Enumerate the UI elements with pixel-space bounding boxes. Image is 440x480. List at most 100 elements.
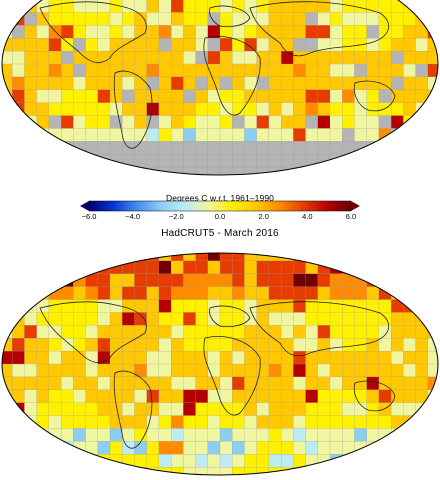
grid-cell [122, 350, 135, 365]
grid-cell [403, 441, 416, 455]
grid-cell [134, 338, 147, 352]
grid-cell [293, 128, 306, 142]
grid-cell [342, 415, 355, 429]
grid-cell [305, 273, 319, 287]
grid-cell [183, 50, 196, 65]
grid-cell [293, 363, 306, 378]
grid-cell [342, 363, 355, 378]
grid-cell [219, 286, 233, 300]
grid-cell [366, 89, 380, 103]
grid-cell [403, 376, 416, 391]
grid-cell [134, 376, 147, 391]
grid-cell [244, 286, 257, 300]
grid-cell [48, 253, 62, 262]
grid-cell [305, 25, 319, 39]
grid-cell [36, 454, 50, 468]
grid-cell [280, 325, 294, 339]
grid-cell [329, 402, 343, 416]
grid-cell [109, 466, 123, 475]
grid-cell [232, 50, 245, 65]
grid-cell [109, 38, 123, 52]
grid-cell [415, 102, 429, 116]
grid-cell [268, 376, 282, 391]
map-border [1, 0, 439, 176]
grid-cell [122, 102, 135, 116]
grid-cell [158, 350, 172, 365]
grid-cell [146, 154, 160, 168]
grid-cell [60, 402, 74, 416]
grid-cell [36, 260, 50, 275]
grid-cell [2, 338, 13, 352]
grid-cell [207, 102, 221, 116]
grid-cell [390, 128, 404, 142]
grid-cell [244, 141, 257, 155]
grid-cell [85, 89, 99, 103]
grid-cell [280, 154, 294, 168]
grid-cell [36, 89, 50, 103]
grid-cell [12, 299, 25, 313]
grid-cell [60, 350, 74, 365]
grid-cell [97, 89, 111, 103]
grid-cell [256, 338, 270, 352]
grid-cell [195, 25, 209, 39]
grid-cell [329, 441, 343, 455]
grid-cell [134, 154, 147, 168]
grid-cell [317, 325, 331, 339]
grid-cell [354, 441, 367, 455]
grid-cell [378, 102, 392, 116]
grid-cell [280, 38, 294, 52]
colorbar-tick: 0.0 [214, 212, 226, 221]
grid-cell [256, 102, 270, 116]
grid-cell [378, 63, 392, 78]
grid-cell [73, 89, 86, 103]
grid-cell [427, 389, 438, 403]
anomaly-grid-cells [2, 0, 438, 175]
grid-cell [207, 141, 221, 155]
grid-cell [48, 141, 62, 155]
grid-cell [329, 102, 343, 116]
grid-cell [305, 76, 319, 91]
grid-cell [85, 38, 99, 52]
grid-cell [317, 363, 331, 378]
grid-cell [415, 166, 429, 175]
grid-cell [305, 253, 319, 262]
grid-cell [390, 154, 404, 168]
grid-cell [354, 389, 367, 403]
grid-cell [232, 350, 245, 365]
grid-cell [268, 154, 282, 168]
grid-cell [146, 338, 160, 352]
grid-cell [97, 299, 111, 313]
grid-cell [12, 260, 25, 275]
grid-cell [378, 128, 392, 142]
grid-cell [48, 338, 62, 352]
grid-cell [24, 338, 37, 352]
grid-cell [390, 325, 404, 339]
grid-cell [146, 38, 160, 52]
grid-cell [280, 273, 294, 287]
grid-cell [48, 273, 62, 287]
grid-cell [390, 286, 404, 300]
grid-cell [24, 441, 37, 455]
grid-cell [158, 63, 172, 78]
grid-cell [244, 454, 257, 468]
grid-cell [317, 350, 331, 365]
grid-cell [170, 415, 184, 429]
grid-cell [36, 25, 50, 39]
grid-cell [403, 63, 416, 78]
grid-cell [354, 89, 367, 103]
grid-cell [195, 338, 209, 352]
grid-cell [244, 89, 257, 103]
grid-cell [158, 376, 172, 391]
grid-cell [293, 89, 306, 103]
grid-cell [329, 325, 343, 339]
grid-cell [317, 12, 331, 26]
grid-cell [403, 338, 416, 352]
grid-cell [48, 89, 62, 103]
grid-cell [146, 415, 160, 429]
grid-cell [195, 466, 209, 475]
grid-cell [244, 325, 257, 339]
grid-cell [403, 128, 416, 142]
grid-cell [354, 325, 367, 339]
grid-cell [24, 38, 37, 52]
grid-cell [317, 402, 331, 416]
